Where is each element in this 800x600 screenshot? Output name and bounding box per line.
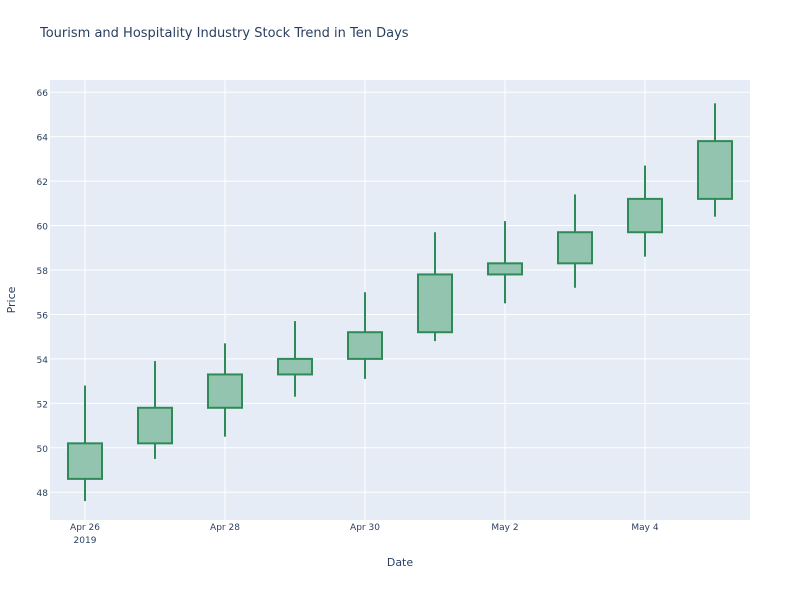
plot-background — [50, 80, 750, 520]
x-tick-label: May 2 — [491, 523, 518, 533]
candle-body — [277, 357, 313, 376]
x-axis-title: Date — [387, 556, 414, 569]
candle-body — [557, 231, 593, 265]
y-tick-label: 64 — [37, 134, 49, 144]
y-tick-label: 54 — [37, 356, 49, 366]
y-tick-label: 50 — [37, 445, 49, 455]
candle-body — [487, 262, 523, 276]
y-tick-label: 66 — [37, 89, 49, 99]
candle-body — [207, 373, 243, 409]
y-tick-label: 60 — [37, 223, 49, 233]
y-tick-label: 58 — [37, 267, 49, 277]
candle-body — [137, 406, 173, 445]
x-tick-sublabel: 2019 — [74, 536, 97, 546]
x-tick-label: May 4 — [631, 523, 658, 533]
candle-body — [67, 442, 103, 480]
y-tick-label: 56 — [37, 311, 49, 321]
candle-body — [417, 273, 453, 334]
x-tick-label: Apr 28 — [210, 523, 240, 533]
candle-body — [627, 197, 663, 234]
x-tick-label: Apr 30 — [350, 523, 380, 533]
chart-title: Tourism and Hospitality Industry Stock T… — [40, 26, 409, 41]
y-axis-title: Price — [5, 286, 18, 313]
y-tick-label: 62 — [37, 178, 48, 188]
x-tick-label: Apr 26 — [70, 523, 100, 533]
y-tick-label: 48 — [37, 489, 49, 499]
candle-body — [697, 140, 733, 200]
candle-body — [347, 331, 383, 360]
y-tick-label: 52 — [37, 400, 48, 410]
